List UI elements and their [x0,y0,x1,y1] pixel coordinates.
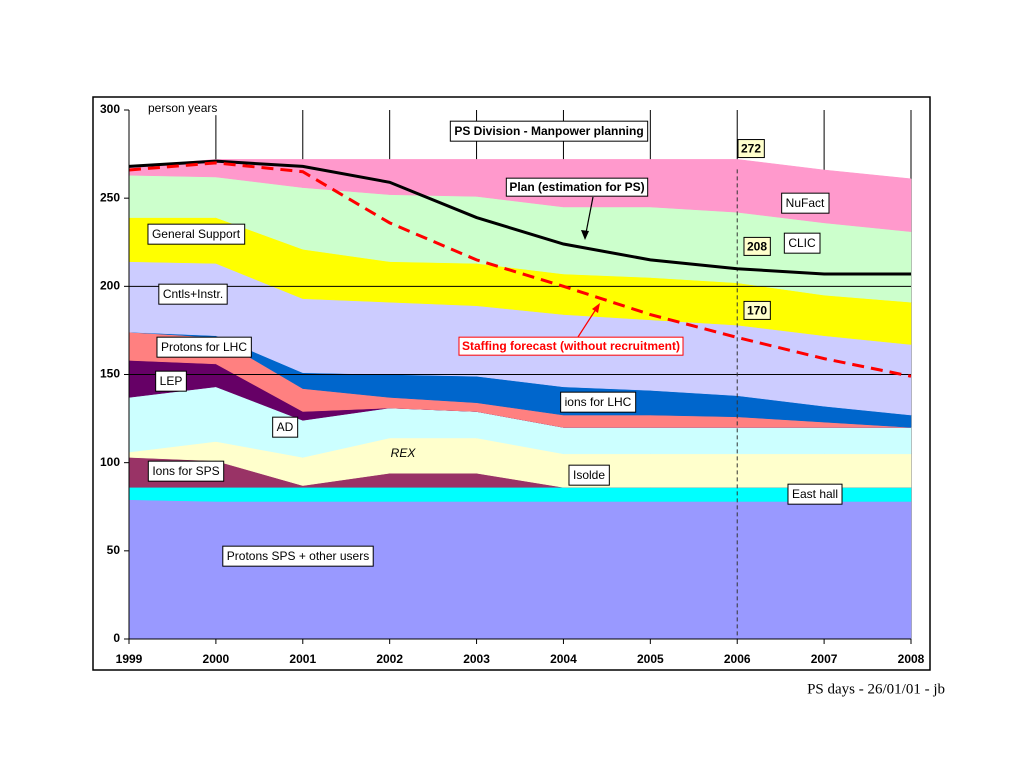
x-tick-label: 2007 [811,652,838,666]
callout: 272 [741,142,761,156]
callout: 208 [747,239,767,253]
label-box [737,139,765,159]
label-box [568,464,610,486]
x-tick-label: 2001 [289,652,316,666]
label-box [147,460,225,482]
label-box [158,283,228,305]
arrow-head [592,303,600,313]
x-tick-label: 2004 [550,652,577,666]
y-tick-label: 0 [113,631,120,645]
series-label: Isolde [573,468,605,482]
series-label: LEP [160,374,183,388]
x-tick-label: 2005 [637,652,664,666]
annotation: REX [391,446,417,460]
callout: 170 [747,303,767,317]
x-tick-label: 2002 [376,652,403,666]
label-bg [145,101,221,116]
series-label: Protons SPS + other users [227,549,369,563]
label-box [781,192,830,214]
label-box [743,300,771,320]
footer: PS days - 26/01/01 - jb [807,681,945,697]
label-box [560,391,637,413]
label-box [222,545,374,567]
series-label: Cntls+Instr. [163,287,223,301]
line [128,161,912,378]
x-tick-label: 2006 [724,652,751,666]
label-box [783,232,821,254]
overlay: Protons SPS + other users East hall Ions f… [128,120,912,639]
y-tick-label: 50 [107,543,121,557]
line [128,159,911,276]
x-tick-label: 2003 [463,652,490,666]
series-label: Ions for SPS [152,464,219,478]
x-tick-label: 2000 [203,652,230,666]
label-box [156,336,252,358]
label-box [449,120,649,142]
y-tick-label: 100 [100,455,120,469]
series-label: NuFact [786,196,825,210]
series-label: Protons for LHC [161,340,247,354]
series-label: East hall [792,487,838,501]
label-box [147,223,246,245]
area [128,499,912,640]
x-tick-label: 2008 [898,652,925,666]
line-label: Plan (estimation for PS) [509,180,644,194]
label-box [505,177,649,197]
y-tick-label: 150 [100,367,120,381]
y-axis-label: person years [148,101,217,115]
line-label: Staffing forecast (without recruitment) [462,339,680,353]
arrow-head [581,230,589,240]
series-label: CLIC [788,236,816,250]
label-box [458,336,684,356]
x-tick-label: 1999 [116,652,143,666]
y-tick-label: 200 [100,279,120,293]
chart-title: PS Division - Manpower planning [454,124,643,138]
series-label: AD [277,420,294,434]
series-label: General Support [152,227,241,241]
y-tick-label: 250 [100,190,120,204]
label-box [743,236,771,256]
label-box [787,483,843,505]
arrow [577,305,599,338]
label-box [155,370,187,392]
label-box [272,416,299,438]
series-label: ions for LHC [565,395,632,409]
y-tick-label: 300 [100,102,120,116]
